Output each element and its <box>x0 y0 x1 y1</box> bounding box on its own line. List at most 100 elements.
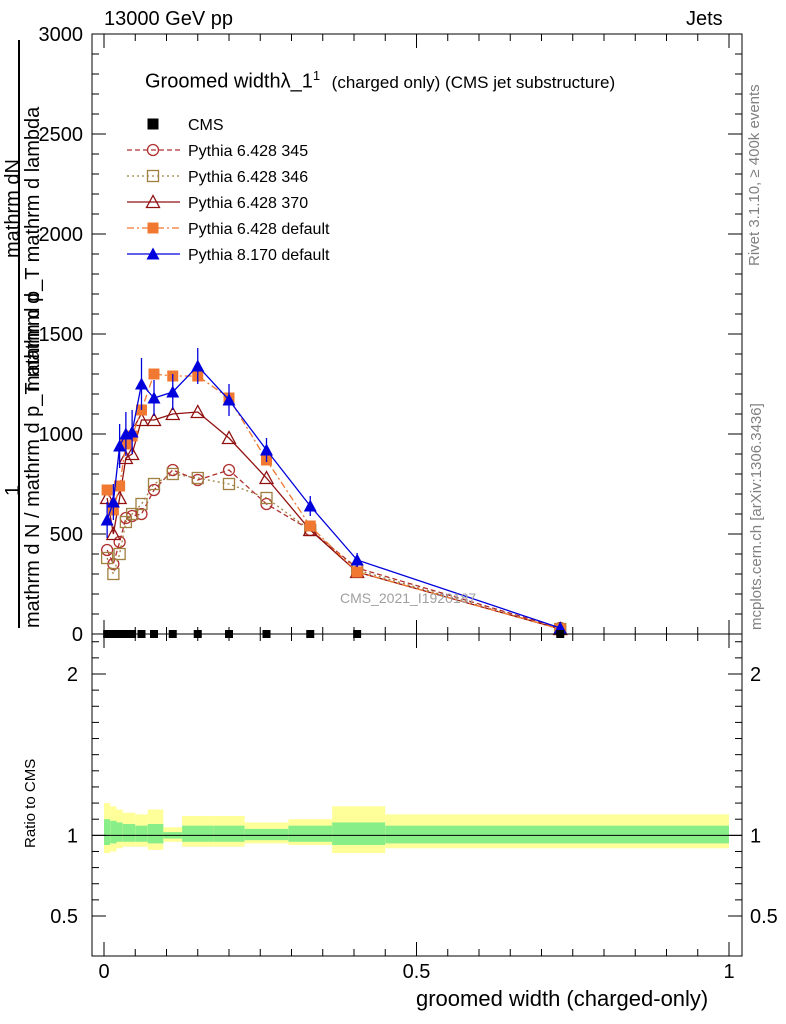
series-point <box>135 497 148 511</box>
series-point <box>118 450 134 465</box>
series-point <box>113 547 126 561</box>
series-point <box>100 543 114 557</box>
series-point <box>191 471 204 485</box>
series-point <box>135 507 148 521</box>
legend-marker <box>147 118 159 130</box>
ratio-band-inner <box>332 822 386 846</box>
series-point <box>166 385 180 398</box>
series-point <box>146 412 162 427</box>
ratio-band-inner <box>385 825 729 844</box>
legend-entry-1: Pythia 6.428 345 <box>127 143 308 160</box>
series-point <box>190 404 206 419</box>
series-point <box>166 463 179 477</box>
header-right: Jets <box>686 8 723 30</box>
y-tick-label: 2000 <box>39 224 84 246</box>
y-axis-fraction-bar <box>18 40 20 628</box>
ratio-tick-label: 1 <box>67 825 78 847</box>
ratio-tick-label-right: 2 <box>750 664 761 686</box>
ratio-band-inner <box>182 825 214 842</box>
series-point <box>124 446 140 461</box>
ratio-band-inner <box>244 828 289 841</box>
series-point <box>106 495 120 508</box>
legend-marker <box>146 143 160 157</box>
series-point <box>351 566 363 578</box>
legend-entry-3: Pythia 6.428 370 <box>127 194 308 212</box>
series-point <box>100 551 114 565</box>
watermark: CMS_2021_I1920187 <box>340 590 477 606</box>
y-tick-label: 1000 <box>39 424 84 446</box>
main-series-layer <box>99 348 568 636</box>
series-2 <box>99 404 568 636</box>
series-point <box>100 513 114 526</box>
chart-title: Groomed widthλ_11 (charged only) (CMS je… <box>145 68 615 94</box>
series-point <box>222 463 236 477</box>
series-point <box>113 439 127 452</box>
series-point <box>260 443 273 456</box>
axis-ticks: 0 0.5 1 0 500 1000 1500 2000 2500 3000 0.5 0.5 1 1 2 2 <box>39 24 778 983</box>
header-left: 13000 GeV pp <box>104 8 233 30</box>
ratio-uncertainty-bands <box>104 803 729 854</box>
legend-label: Pythia 6.428 345 <box>188 143 308 160</box>
series-line <box>106 469 561 629</box>
series-point <box>222 393 236 406</box>
ratio-tick-label: 2 <box>67 664 78 686</box>
y-axis-label-fraction-denominator: mathrm d N / mathrm d p_T mathrm d <box>22 292 44 628</box>
legend-label: CMS <box>188 117 224 134</box>
legend-entry-0: CMS <box>147 117 224 134</box>
y-tick-label: 3000 <box>39 24 84 46</box>
series-point <box>147 477 161 491</box>
legend-marker <box>146 247 160 260</box>
series-point <box>166 467 179 481</box>
ratio-y-axis-label: Ratio to CMS <box>22 758 39 848</box>
ratio-tick-label: 0.5 <box>50 906 78 928</box>
x-tick-label: 0.5 <box>403 961 431 983</box>
ratio-band-inner <box>147 824 164 844</box>
x-axis-label: groomed width (charged-only) <box>416 986 709 1011</box>
series-point <box>191 359 205 372</box>
series-point <box>258 470 275 485</box>
series-point <box>135 377 148 390</box>
series-point <box>350 553 364 566</box>
ratio-band-inner <box>110 820 117 844</box>
y-tick-label: 500 <box>50 524 83 546</box>
ratio-tick-label-right: 0.5 <box>750 906 778 928</box>
series-4 <box>100 348 567 634</box>
series-point <box>125 425 139 438</box>
legend-marker <box>147 222 159 234</box>
y-tick-label: 0 <box>72 624 83 646</box>
series-point <box>303 499 317 512</box>
series-point <box>147 391 161 404</box>
series-line <box>106 473 561 630</box>
legend-label: Pythia 8.170 default <box>188 247 330 264</box>
legend-label: Pythia 6.428 default <box>188 221 330 238</box>
series-point <box>101 484 113 496</box>
chart-title-lambda: λ_1 <box>280 70 313 93</box>
chart-title-rest: (charged only) (CMS jet substructure) <box>331 72 616 92</box>
y-tick-label: 2500 <box>39 124 84 146</box>
series-3 <box>101 368 566 635</box>
ratio-band-inner <box>213 825 245 842</box>
x-tick-label: 0 <box>98 961 109 983</box>
series-point <box>107 567 120 581</box>
series-point <box>125 507 139 521</box>
series-line <box>106 365 561 629</box>
legend-entry-2: Pythia 6.428 346 <box>127 169 308 186</box>
series-point <box>105 526 121 541</box>
series-point <box>113 535 126 549</box>
ratio-band-inner <box>116 822 123 842</box>
legend-entry-5: Pythia 8.170 default <box>127 247 330 264</box>
ratio-tick-label-right: 1 <box>750 825 761 847</box>
x-tick-label: 1 <box>723 961 734 983</box>
ratio-band-inner <box>288 825 333 842</box>
series-point <box>222 477 236 491</box>
series-point <box>304 520 316 532</box>
legend-label: Pythia 6.428 370 <box>188 195 308 212</box>
legend-marker <box>145 194 161 209</box>
ratio-band-inner <box>122 824 136 842</box>
ratio-band-inner <box>104 819 111 846</box>
series-point <box>221 430 237 445</box>
ratio-band-inner <box>135 825 148 842</box>
legend-label: Pythia 6.428 346 <box>188 169 308 186</box>
legend-entry-4: Pythia 6.428 default <box>127 221 330 238</box>
legend-marker <box>146 169 160 183</box>
